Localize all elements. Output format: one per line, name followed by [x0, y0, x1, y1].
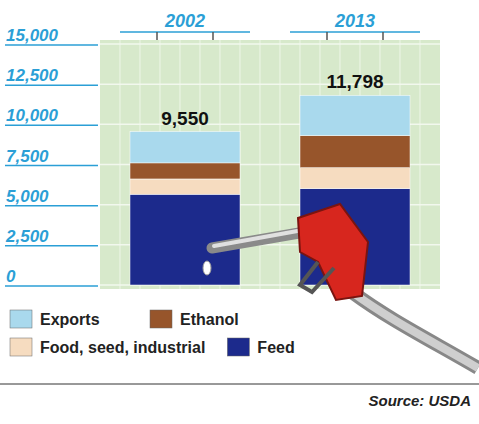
- legend: Exports Ethanol Food, seed, industrial Feed: [10, 310, 295, 356]
- category-label: 2002: [164, 11, 205, 31]
- hose: [352, 292, 478, 368]
- category-tick: [382, 32, 384, 40]
- nozzle-body: [298, 204, 368, 300]
- hose-highlight: [352, 292, 478, 368]
- category-label: 2013: [334, 11, 375, 31]
- bar-segment: [300, 95, 410, 135]
- tick-mark: [5, 285, 98, 287]
- total-label: 11,798: [326, 71, 383, 92]
- nozzle-illustration: [203, 204, 478, 368]
- plot-background: [100, 40, 440, 289]
- bar-segment: [130, 194, 240, 285]
- drop: [203, 261, 211, 275]
- tick-label: 2,500: [5, 227, 49, 246]
- bar-segment: [130, 163, 240, 179]
- tick-label: 7,500: [6, 147, 49, 166]
- legend-label: Feed: [257, 339, 294, 356]
- legend-swatch: [10, 310, 32, 328]
- bar-segment: [130, 179, 240, 194]
- category-rule: [290, 31, 420, 33]
- category-tick: [212, 32, 214, 40]
- nozzle-lever: [300, 262, 334, 292]
- legend-swatch: [227, 338, 249, 356]
- tick-label: 15,000: [6, 26, 59, 45]
- chart: 0 2,500 5,000 7,500 10,000 12,500 15,000 2002 20…: [0, 0, 479, 424]
- bars: [130, 95, 410, 285]
- source: Source: USDA: [368, 392, 471, 409]
- tick-label: 5,000: [6, 187, 49, 206]
- legend-swatch: [10, 338, 32, 356]
- grid-line: [100, 43, 440, 45]
- source-rule: [0, 384, 479, 385]
- legend-label: Food, seed, industrial: [40, 339, 205, 356]
- legend-label: Exports: [40, 311, 100, 328]
- grid-line: [100, 83, 440, 85]
- legend-swatch: [150, 310, 172, 328]
- tick-label: 10,000: [6, 106, 59, 125]
- spout-highlight: [214, 230, 303, 246]
- tick-label: 0: [6, 267, 16, 286]
- category-rule: [120, 31, 250, 33]
- total-label: 9,550: [161, 108, 209, 129]
- bar-segment: [300, 136, 410, 168]
- category-tick: [326, 32, 328, 40]
- category-tick: [156, 32, 158, 40]
- tick-label: 12,500: [6, 66, 59, 85]
- legend-label: Ethanol: [180, 311, 239, 328]
- bar-segment: [130, 132, 240, 163]
- bar-segment: [300, 168, 410, 189]
